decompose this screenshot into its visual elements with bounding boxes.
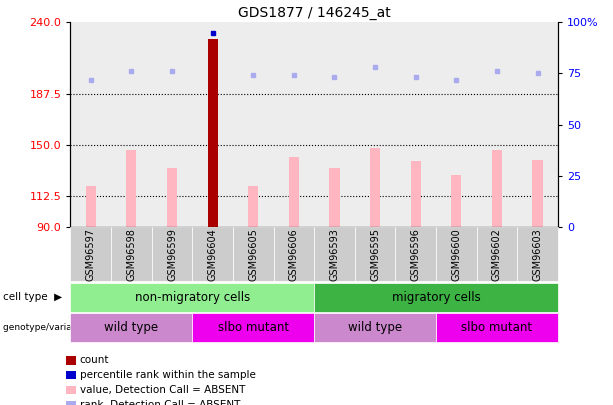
Text: percentile rank within the sample: percentile rank within the sample [80,371,256,380]
Bar [192,22,233,227]
Bar [111,22,151,227]
Bar [329,168,340,227]
Text: non-migratory cells: non-migratory cells [135,291,250,304]
Bar [70,22,111,227]
Bar [86,186,96,227]
Bar [517,22,558,227]
Text: migratory cells: migratory cells [392,291,481,304]
Bar [208,38,218,227]
Text: rank, Detection Call = ABSENT: rank, Detection Call = ABSENT [80,401,240,405]
Text: GSM96595: GSM96595 [370,228,380,281]
Bar [355,22,395,227]
Bar [370,148,380,227]
Bar [126,150,137,227]
Bar [248,186,258,227]
Text: GSM96597: GSM96597 [86,228,96,281]
Text: count: count [80,356,109,365]
Bar [533,160,543,227]
Bar [395,22,436,227]
Text: value, Detection Call = ABSENT: value, Detection Call = ABSENT [80,386,245,395]
Text: wild type: wild type [348,321,402,334]
Bar [436,22,477,227]
Text: genotype/variation  ▶: genotype/variation ▶ [3,323,102,332]
Text: GSM96598: GSM96598 [126,228,137,281]
Bar [208,38,218,227]
Text: slbo mutant: slbo mutant [218,321,289,334]
Bar [152,22,192,227]
Text: GSM96603: GSM96603 [533,228,543,281]
Bar [314,22,355,227]
Title: GDS1877 / 146245_at: GDS1877 / 146245_at [238,6,390,20]
Text: GSM96596: GSM96596 [411,228,421,281]
Text: wild type: wild type [104,321,159,334]
Bar [233,22,273,227]
Text: GSM96593: GSM96593 [329,228,340,281]
Text: slbo mutant: slbo mutant [462,321,533,334]
Text: GSM96602: GSM96602 [492,228,502,281]
Bar [411,161,421,227]
Bar [492,150,502,227]
Text: GSM96604: GSM96604 [208,228,218,281]
Text: GSM96605: GSM96605 [248,228,258,281]
Bar [289,157,299,227]
Bar [477,22,517,227]
Bar [451,175,462,227]
Text: cell type  ▶: cell type ▶ [3,292,62,302]
Text: GSM96606: GSM96606 [289,228,299,281]
Bar [273,22,314,227]
Text: GSM96600: GSM96600 [451,228,462,281]
Text: GSM96599: GSM96599 [167,228,177,281]
Bar [167,168,177,227]
